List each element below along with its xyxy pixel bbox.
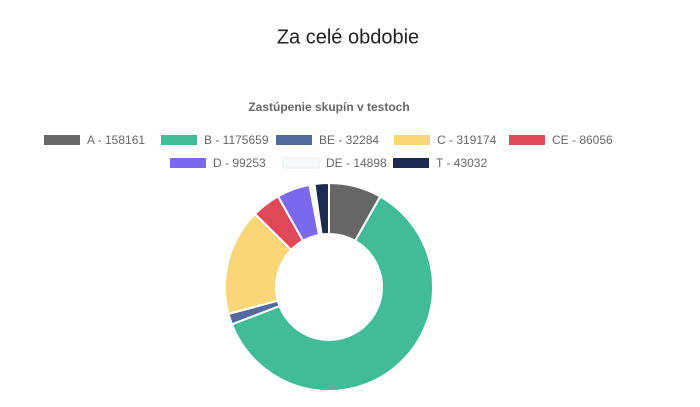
legend-swatch	[161, 135, 197, 145]
legend-swatch	[170, 158, 206, 168]
legend-swatch	[509, 135, 545, 145]
legend-swatch	[393, 158, 429, 168]
legend-label: B - 1175659	[204, 133, 269, 147]
doughnut-slice	[230, 195, 435, 392]
doughnut-slice	[313, 181, 330, 236]
legend-label: CE - 86056	[552, 133, 613, 147]
legend-label: DE - 14898	[326, 156, 387, 170]
legend-swatch	[282, 157, 320, 169]
legend-label: A - 158161	[87, 133, 145, 147]
page-title: Za celé obdobie	[277, 26, 419, 48]
legend-swatch	[44, 135, 80, 145]
legend-label: D - 99253	[213, 156, 266, 170]
legend-label: C - 319174	[437, 133, 497, 147]
legend-swatch	[276, 135, 312, 145]
legend-label: T - 43032	[436, 156, 487, 170]
legend-swatch	[394, 135, 430, 145]
legend-label: BE - 32284	[319, 133, 379, 147]
chart-title: Zastúpenie skupín v testoch	[248, 100, 409, 114]
